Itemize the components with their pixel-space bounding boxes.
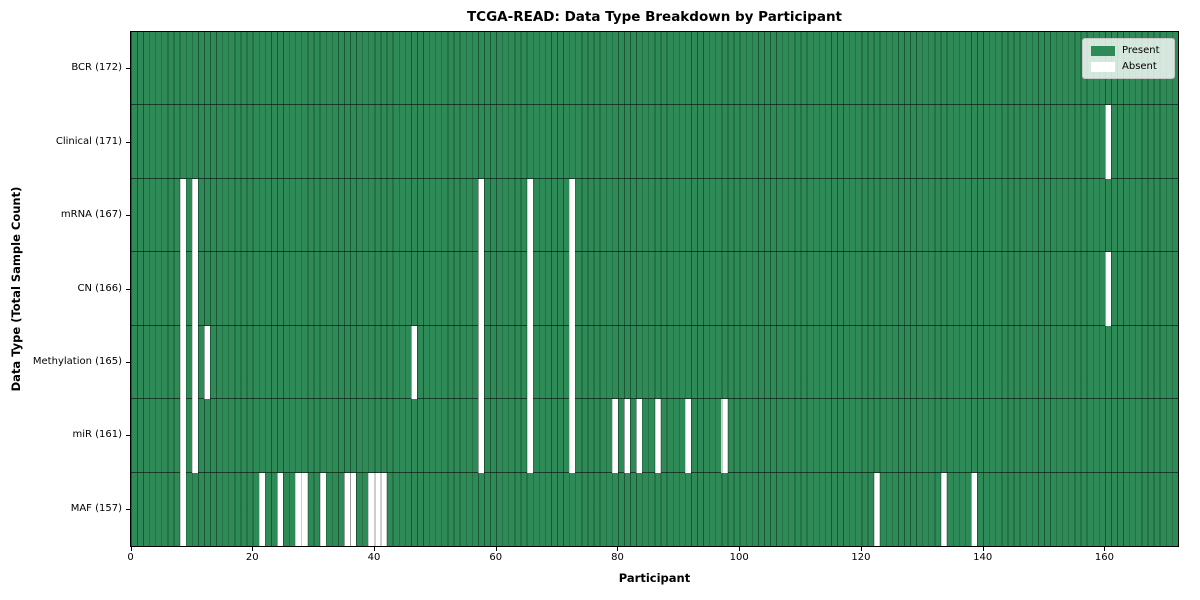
x-tick-label: 60	[489, 552, 503, 563]
legend-label-absent: Absent	[1122, 61, 1157, 72]
x-tick-label: 0	[127, 552, 134, 563]
absent-cell	[569, 178, 576, 253]
absent-cell	[477, 252, 485, 326]
y-tick-label-bcr: BCR (172)	[71, 62, 122, 74]
absent-cell	[721, 399, 728, 473]
absent-cell	[368, 472, 375, 546]
x-tick-mark	[982, 547, 984, 551]
absent-cell	[526, 252, 533, 326]
absent-cell	[295, 472, 302, 546]
y-tick-mark	[126, 141, 130, 143]
absent-cell	[374, 472, 381, 546]
y-tick-mark	[126, 361, 130, 363]
absent-cell	[179, 399, 186, 473]
present-swatch	[1091, 45, 1115, 56]
absent-cell	[1104, 252, 1112, 326]
absent-cell	[350, 472, 357, 546]
absent-cell	[191, 325, 198, 400]
absent-cell	[684, 399, 691, 473]
x-tick-label: 80	[611, 552, 624, 563]
absent-cell	[477, 325, 485, 400]
absent-cell	[477, 178, 485, 253]
y-tick-label-methylation: Methylation (165)	[32, 355, 122, 367]
absent-cell	[611, 399, 618, 473]
absent-cell	[526, 178, 533, 253]
absent-cell	[624, 399, 631, 473]
absent-cell	[526, 325, 533, 400]
absent-cell	[940, 472, 947, 546]
absent-cell	[277, 472, 284, 546]
absent-cell	[569, 325, 576, 400]
absent-cell	[191, 178, 198, 253]
x-tick-mark	[252, 547, 254, 551]
heatmap-row-methylation	[131, 325, 1178, 400]
x-axis-title: Participant	[618, 571, 691, 585]
y-tick-mark	[126, 215, 130, 217]
legend-item-absent: Absent	[1091, 61, 1166, 72]
heatmap-row-cn	[131, 252, 1178, 326]
absent-cell	[179, 252, 186, 326]
x-tick-label: 160	[1094, 552, 1114, 563]
absent-cell	[477, 399, 485, 473]
absent-cell	[191, 252, 198, 326]
absent-cell	[301, 472, 308, 546]
absent-cell	[179, 472, 186, 546]
x-tick-mark	[130, 547, 132, 551]
x-tick-label: 20	[245, 552, 259, 563]
x-tick-label: 100	[729, 552, 749, 563]
absent-cell	[179, 325, 186, 400]
x-tick-mark	[617, 547, 619, 551]
y-tick-label-cn: CN (166)	[77, 282, 122, 294]
y-tick-label-mrna: mRNA (167)	[60, 209, 122, 221]
x-tick-mark	[860, 547, 862, 551]
y-axis-title: Data Type (Total Sample Count)	[9, 186, 23, 392]
x-tick-mark	[373, 547, 375, 551]
x-tick-mark	[739, 547, 741, 551]
y-tick-mark	[126, 288, 130, 290]
heatmap-row-bcr	[131, 32, 1178, 106]
legend: Present Absent	[1082, 38, 1175, 79]
legend-item-present: Present	[1091, 45, 1166, 56]
y-tick-label-maf: MAF (157)	[70, 502, 122, 514]
y-tick-mark	[126, 68, 130, 70]
absent-cell	[258, 472, 265, 546]
chart-title: TCGA-READ: Data Type Breakdown by Partic…	[466, 9, 843, 25]
heatmap-row-clinical	[131, 105, 1178, 179]
x-tick-label: 40	[367, 552, 381, 563]
x-tick-mark	[495, 547, 497, 551]
absent-cell	[873, 472, 880, 546]
absent-cell	[1104, 105, 1112, 179]
absent-cell	[971, 472, 978, 546]
y-tick-label-mir: miR (161)	[72, 429, 122, 441]
absent-cell	[179, 178, 186, 253]
absent-cell	[411, 325, 418, 400]
y-tick-mark	[126, 508, 130, 510]
absent-cell	[380, 472, 387, 546]
heatmap-row-mir	[131, 399, 1178, 473]
absent-cell	[636, 399, 643, 473]
heatmap-row-mrna	[131, 178, 1178, 253]
heatmap-plot	[130, 31, 1179, 547]
y-tick-label-clinical: Clinical (171)	[55, 135, 122, 147]
heatmap-cells	[131, 32, 1178, 546]
x-tick-label: 120	[851, 552, 871, 563]
x-tick-label: 140	[973, 552, 993, 563]
absent-cell	[344, 472, 351, 546]
y-tick-mark	[126, 435, 130, 437]
x-tick-mark	[1104, 547, 1106, 551]
legend-label-present: Present	[1122, 45, 1160, 56]
absent-swatch	[1091, 61, 1115, 72]
absent-cell	[319, 472, 326, 546]
absent-cell	[191, 399, 198, 473]
absent-cell	[569, 252, 576, 326]
absent-cell	[204, 325, 211, 400]
absent-cell	[569, 399, 576, 473]
heatmap-row-maf	[131, 472, 1178, 546]
absent-cell	[526, 399, 533, 473]
absent-cell	[654, 399, 661, 473]
